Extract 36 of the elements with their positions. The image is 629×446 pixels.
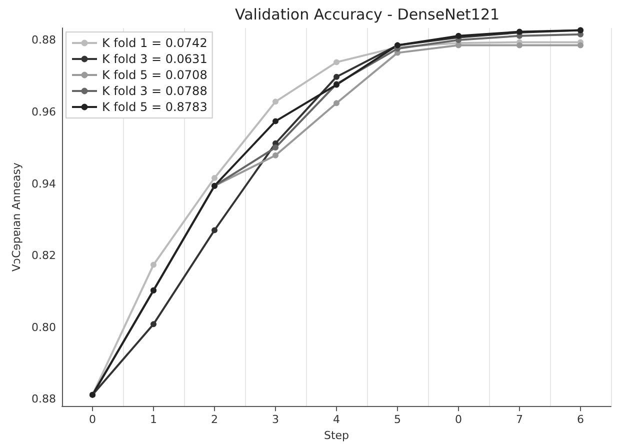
point bbox=[334, 74, 340, 80]
legend-label: K fold 3 = 0.0788 bbox=[102, 84, 208, 98]
legend-label: K fold 1 = 0.0742 bbox=[102, 36, 208, 50]
x-tick-label: 2 bbox=[211, 413, 218, 426]
x-tick-label: 3 bbox=[272, 413, 279, 426]
text: 0.94 bbox=[32, 177, 56, 190]
point bbox=[516, 42, 522, 48]
legend-label: K fold 5 = 0.0708 bbox=[102, 68, 208, 82]
point bbox=[272, 118, 278, 124]
text: 0.80 bbox=[32, 320, 56, 334]
point bbox=[150, 321, 156, 328]
legend-label: K fold 3 = 0.0631 bbox=[102, 52, 208, 66]
legend-label: K fold 5 = 0.8783 bbox=[102, 100, 208, 114]
x-tick-label: 0 bbox=[455, 413, 462, 426]
x-tick-label: 7 bbox=[516, 413, 523, 426]
point bbox=[334, 59, 340, 66]
point bbox=[272, 144, 278, 151]
text: 0.88 bbox=[32, 34, 56, 47]
x-tick-label: 6 bbox=[577, 413, 584, 426]
text: 0.96 bbox=[32, 106, 56, 119]
chart-title: Validation Accuracy - DenseNet121 bbox=[235, 6, 500, 24]
point bbox=[212, 174, 218, 181]
point bbox=[272, 98, 278, 105]
point bbox=[272, 152, 278, 158]
point bbox=[334, 100, 340, 106]
text: 0.82 bbox=[32, 249, 56, 262]
x-tick-label: 4 bbox=[333, 413, 340, 426]
x-tick-label: 0 bbox=[89, 413, 96, 426]
x-tick-label: 5 bbox=[394, 413, 401, 426]
point bbox=[150, 262, 156, 268]
y-axis-title: VɔCɘpɐıan Anneasy bbox=[10, 162, 23, 272]
point bbox=[578, 42, 584, 48]
text: 0.88 bbox=[32, 392, 56, 406]
point bbox=[212, 227, 218, 234]
x-tick-label: 1 bbox=[150, 413, 157, 426]
x-axis-title: Step bbox=[324, 429, 350, 442]
